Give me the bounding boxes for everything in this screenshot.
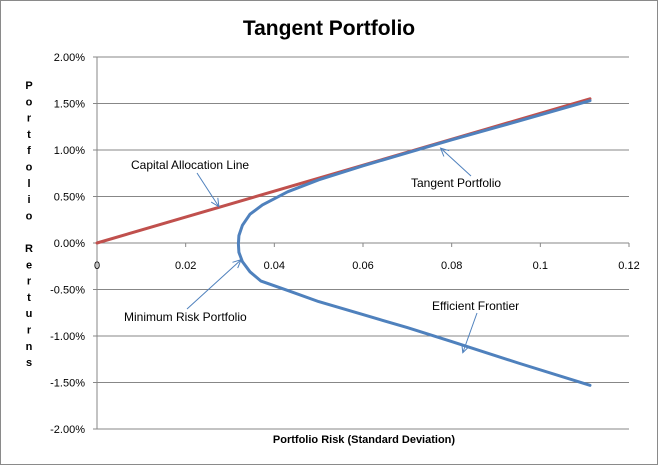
chart-title: Tangent Portfolio: [243, 17, 415, 40]
annotation-arrowhead: [439, 147, 450, 157]
y-tick-label: -2.00%: [50, 424, 85, 436]
x-tick-label: 0.08: [441, 260, 462, 272]
y-tick-labels: 2.00% 1.50% 1.00% 0.50% 0.00% -0.50% -1.00% -1.…: [50, 52, 85, 436]
annotation-capital-allocation-line: Capital Allocation Line: [131, 158, 249, 208]
annotation-arrowhead: [210, 197, 220, 208]
annotation-arrowhead: [232, 258, 242, 269]
x-tick-label: 0.06: [352, 260, 373, 272]
y-tick-label: -0.50%: [50, 285, 85, 297]
y-tick-label: -1.00%: [50, 331, 85, 343]
x-tick-label: 0: [94, 260, 100, 272]
series-line-efficient-frontier: [236, 99, 592, 387]
x-tick-label: 0.02: [175, 260, 196, 272]
annotation-label: Tangent Portfolio: [411, 176, 501, 190]
annotation-arrow-line: [440, 147, 472, 177]
annotation-arrow-line: [462, 312, 478, 353]
x-axis-label: Portfolio Risk (Standard Deviation): [273, 434, 455, 446]
y-tick-label: -1.50%: [50, 378, 85, 390]
y-tick-label: 0.00%: [54, 238, 85, 250]
y-tick-label: 1.50%: [54, 99, 85, 111]
y-tick-label: 0.50%: [54, 192, 85, 204]
annotation-arrowhead: [461, 343, 470, 354]
x-tick-label: 0.04: [264, 260, 285, 272]
x-tick-label: 0.1: [533, 260, 548, 272]
series-group: [95, 97, 592, 387]
x-tick-labels: 0 0.02 0.04 0.06 0.08 0.1 0.12: [94, 260, 640, 272]
y-tick-label: 2.00%: [54, 52, 85, 64]
annotation-arrow-line: [186, 259, 242, 310]
annotation-efficient-frontier: Efficient Frontier: [432, 299, 519, 354]
y-tick-label: 1.00%: [54, 145, 85, 157]
x-tick-label: 0.12: [618, 260, 639, 272]
annotation-label: Efficient Frontier: [432, 299, 519, 313]
annotation-tangent-portfolio: Tangent Portfolio: [411, 147, 501, 190]
annotation-label: Minimum Risk Portfolio: [124, 310, 247, 324]
annotation-arrow-line: [196, 172, 220, 208]
annotation-minimum-risk-portfolio: Minimum Risk Portfolio: [124, 258, 247, 324]
annotation-label: Capital Allocation Line: [131, 158, 249, 172]
